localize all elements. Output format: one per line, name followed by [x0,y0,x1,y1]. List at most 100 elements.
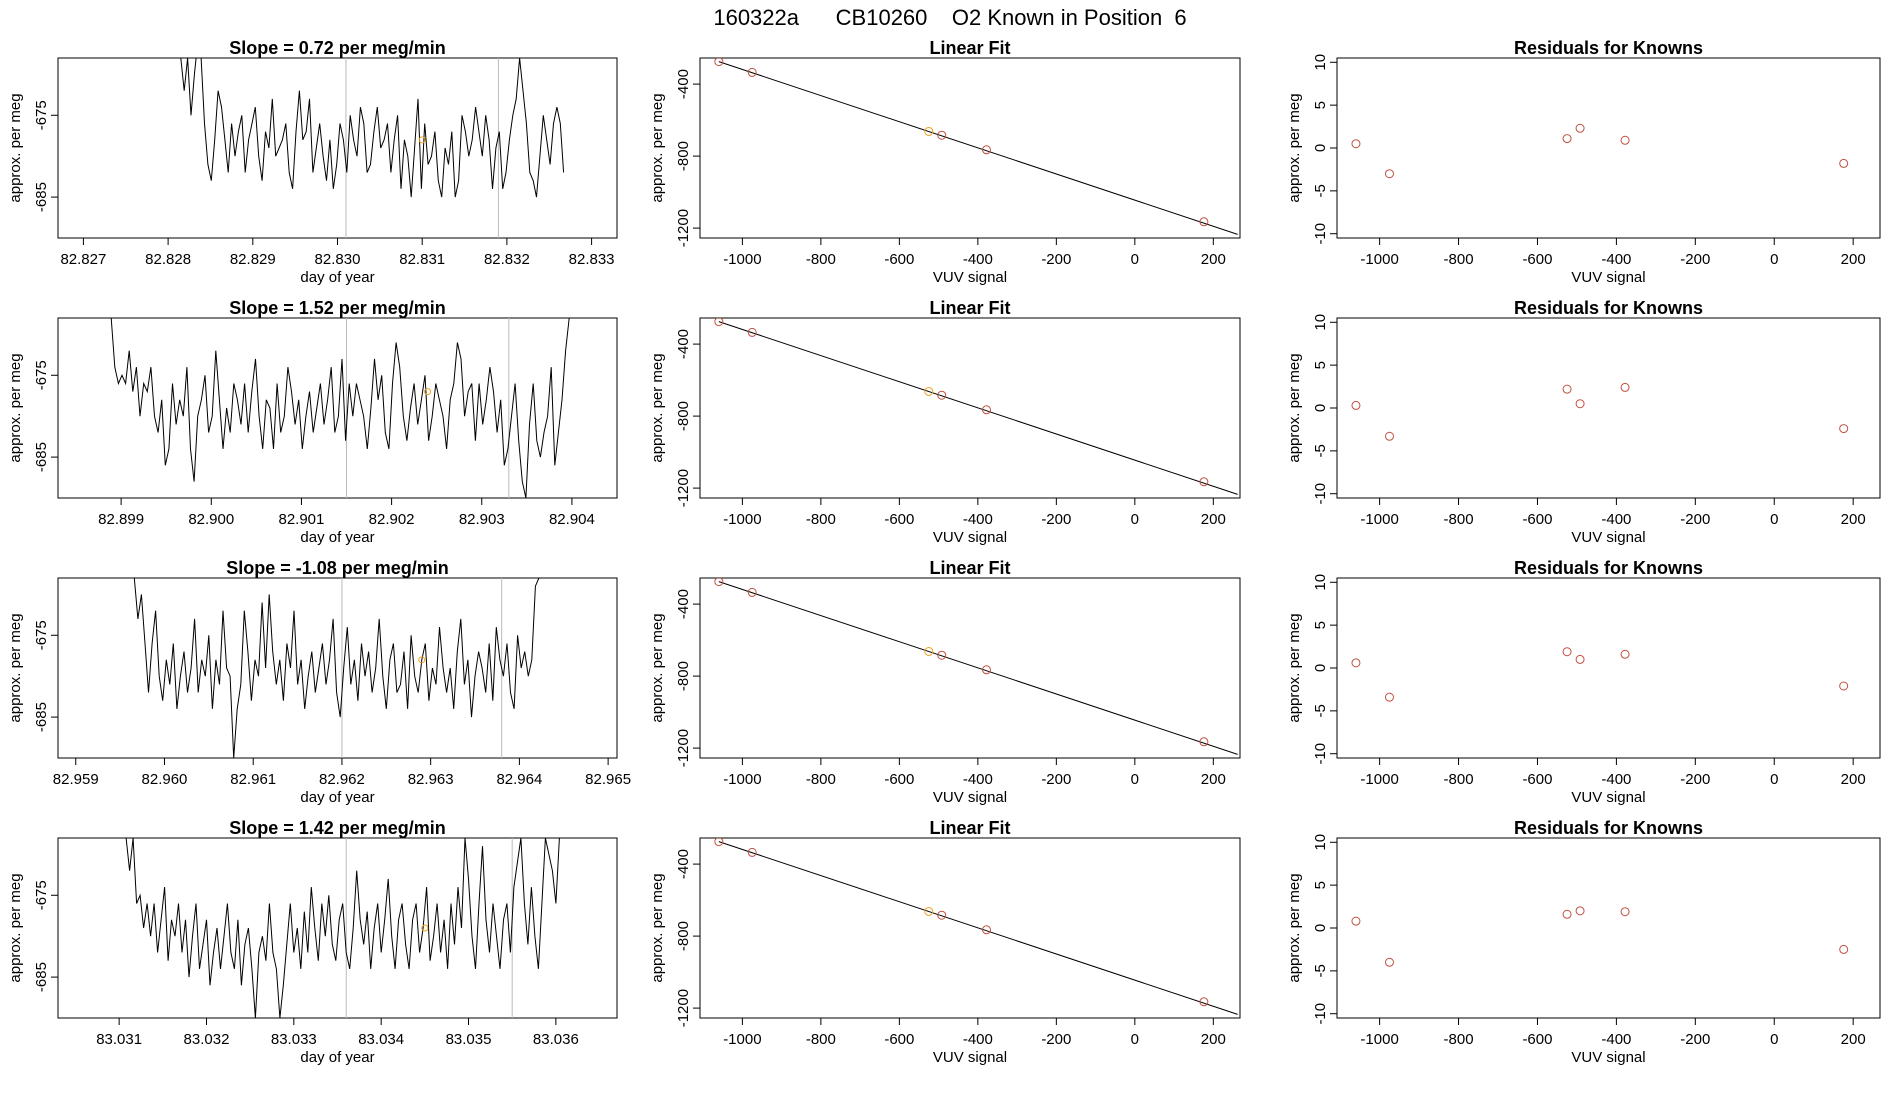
panel-title: Residuals for Knowns [1514,818,1703,838]
data-point [924,646,934,656]
data-point [1199,737,1209,747]
y-tick-label: -1200 [675,989,692,1027]
data-point [1562,909,1572,919]
data-point [981,925,991,935]
x-tick-label: 82.902 [369,511,415,528]
x-axis-label: VUV signal [1571,1049,1645,1066]
y-tick-label: -675 [33,880,50,910]
x-tick-label: 0 [1131,251,1139,268]
x-tick-label: 83.036 [533,1031,579,1048]
y-axis-label: approx. per meg [7,873,24,982]
y-tick-label: -1200 [675,729,692,767]
x-tick-label: -1000 [723,771,761,788]
plot-frame [57,837,618,1019]
y-tick-label: -10 [1312,1003,1329,1025]
data-point [1199,217,1209,227]
x-axis-label: day of year [300,789,374,806]
y-tick-label: 10 [1312,574,1329,591]
data-point [1199,477,1209,487]
y-axis-label: approx. per meg [649,613,666,722]
data-point [714,838,724,847]
panel-title: Linear Fit [929,558,1010,578]
plot-frame [699,57,1241,239]
x-tick-label: 82.827 [60,251,106,268]
x-tick-label: 82.900 [188,511,234,528]
y-tick-label: -800 [675,661,692,691]
data-point [1620,907,1630,917]
plot-frame [1336,837,1881,1019]
y-axis-label: approx. per meg [7,93,24,202]
data-point [747,587,757,597]
x-tick-label: 82.829 [230,251,276,268]
mean-marker [421,924,429,932]
mean-marker [424,388,432,396]
y-tick-label: -800 [675,141,692,171]
y-tick-label: -10 [1312,483,1329,505]
x-tick-label: 82.961 [230,771,276,788]
y-tick-label: -800 [675,921,692,951]
x-tick-label: -600 [1522,511,1552,528]
data-point [1575,123,1585,133]
x-tick-label: -1000 [723,251,761,268]
data-point [1620,649,1630,659]
plot-frame [1336,577,1881,759]
y-tick-label: -10 [1312,743,1329,765]
x-axis-label: VUV signal [933,1049,1007,1066]
y-axis-label: approx. per meg [7,613,24,722]
y-axis-label: approx. per meg [649,93,666,202]
data-point [747,67,757,77]
data-point [937,910,947,920]
plot-frame [1336,317,1881,499]
y-tick-label: -400 [675,69,692,99]
x-tick-label: -200 [1680,251,1710,268]
panel-title: Residuals for Knowns [1514,298,1703,318]
x-tick-label: 0 [1770,1031,1778,1048]
x-tick-label: 82.832 [484,251,530,268]
panel-title: Residuals for Knowns [1514,38,1703,58]
x-tick-label: -400 [1601,511,1631,528]
x-tick-label: 82.831 [399,251,445,268]
x-tick-label: -400 [1601,771,1631,788]
data-point [1562,647,1572,657]
x-tick-label: 82.899 [98,511,144,528]
data-point [1351,139,1361,149]
y-tick-label: -5 [1312,184,1329,197]
data-point [981,145,991,155]
plot-area [110,318,570,498]
plot-area [1351,906,1849,967]
plot-frame [57,577,618,759]
data-point [747,847,757,857]
x-tick-label: -600 [1522,1031,1552,1048]
y-axis-label: approx. per meg [7,353,24,462]
plot-frame [57,57,618,239]
plot-frame [699,317,1241,499]
x-tick-label: 200 [1841,1031,1866,1048]
x-axis-label: day of year [300,269,374,286]
data-point [937,130,947,140]
data-point [1575,399,1585,409]
y-tick-label: 10 [1312,314,1329,331]
data-point [1839,944,1849,954]
data-point [1384,169,1394,179]
panel-2-3: Residuals for Knowns-1000 -800 -600 -400 -20… [1286,298,1881,546]
mean-marker [418,136,426,144]
x-tick-label: 0 [1131,771,1139,788]
plot-area [125,838,560,1018]
x-tick-label: 83.035 [446,1031,492,1048]
x-tick-label: 200 [1201,771,1226,788]
x-tick-label: 200 [1201,511,1226,528]
x-tick-label: -200 [1041,511,1071,528]
series-line [125,838,560,1018]
data-point [747,327,757,337]
page-title: 160322a CB10260 O2 Known in Position 6 [713,5,1187,30]
data-point [1562,384,1572,394]
plot-frame [699,577,1241,759]
data-point [924,386,934,396]
data-point [714,58,724,67]
plot-area [1351,647,1849,702]
x-axis-label: VUV signal [1571,789,1645,806]
y-tick-label: 5 [1312,101,1329,109]
data-point [1562,134,1572,144]
plot-area [714,838,1238,1015]
series-line [180,58,565,198]
